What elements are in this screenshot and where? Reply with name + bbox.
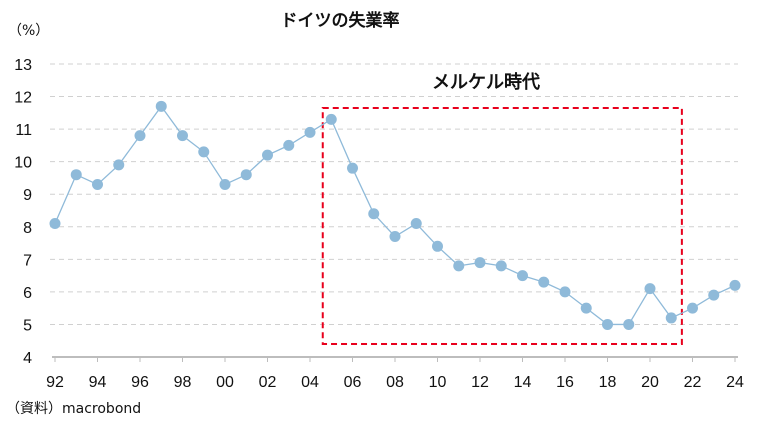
data-point	[113, 159, 125, 171]
data-point	[538, 276, 550, 288]
y-tick-label: 8	[23, 220, 32, 237]
source-note: （資料）macrobond	[6, 401, 142, 417]
x-tick-label: 10	[429, 374, 447, 391]
x-tick-label: 12	[471, 374, 489, 391]
x-tick-label: 92	[46, 374, 64, 391]
chart-title: ドイツの失業率	[280, 11, 400, 31]
data-point	[432, 240, 443, 252]
x-tick-label: 98	[174, 374, 192, 391]
x-tick-label: 94	[89, 374, 107, 391]
data-point	[517, 270, 528, 282]
data-point	[198, 146, 210, 158]
data-point	[495, 260, 507, 272]
data-point	[580, 302, 592, 314]
y-tick-label: 12	[14, 90, 32, 107]
x-tick-label: 02	[259, 374, 277, 391]
y-tick-label: 13	[14, 57, 32, 74]
data-point	[219, 178, 231, 190]
data-point	[453, 260, 465, 272]
data-point	[623, 318, 635, 330]
data-point	[559, 286, 571, 298]
y-tick-label: 7	[23, 252, 32, 269]
data-point	[644, 283, 656, 295]
y-tick-label: 4	[23, 350, 32, 367]
x-tick-label: 18	[599, 374, 617, 391]
data-point	[602, 318, 613, 330]
y-axis-unit: （%）	[8, 23, 50, 39]
data-point	[368, 208, 380, 220]
y-tick-label: 9	[23, 187, 32, 204]
x-tick-label: 96	[131, 374, 149, 391]
data-point	[134, 130, 146, 142]
data-point	[687, 302, 698, 314]
x-tick-label: 14	[514, 374, 532, 391]
data-point	[49, 218, 61, 230]
annotation-label: メルケル時代	[432, 72, 540, 93]
data-point	[729, 279, 741, 291]
data-point	[155, 100, 167, 112]
y-tick-label: 10	[14, 155, 32, 172]
data-point	[347, 162, 358, 174]
data-point	[283, 139, 295, 151]
x-tick-label: 24	[726, 374, 744, 391]
data-point	[708, 289, 720, 301]
data-point	[665, 312, 677, 324]
data-point	[304, 126, 316, 138]
y-tick-label: 5	[23, 317, 32, 334]
y-tick-label: 11	[15, 122, 32, 139]
x-tick-label: 08	[386, 374, 404, 391]
data-point	[474, 257, 486, 269]
x-tick-label: 06	[344, 374, 362, 391]
data-point	[389, 231, 401, 243]
data-point	[410, 218, 422, 230]
data-point	[70, 169, 82, 181]
y-tick-label: 6	[23, 285, 32, 302]
x-tick-label: 22	[684, 374, 702, 391]
data-point	[240, 169, 252, 181]
x-tick-label: 20	[641, 374, 659, 391]
data-point	[177, 130, 188, 142]
x-tick-label: 04	[301, 374, 319, 391]
data-point	[325, 113, 337, 125]
x-tick-label: 16	[556, 374, 574, 391]
data-point	[262, 149, 273, 161]
x-tick-label: 00	[216, 374, 234, 391]
merkel-era-box	[321, 106, 683, 345]
data-point	[92, 178, 103, 190]
